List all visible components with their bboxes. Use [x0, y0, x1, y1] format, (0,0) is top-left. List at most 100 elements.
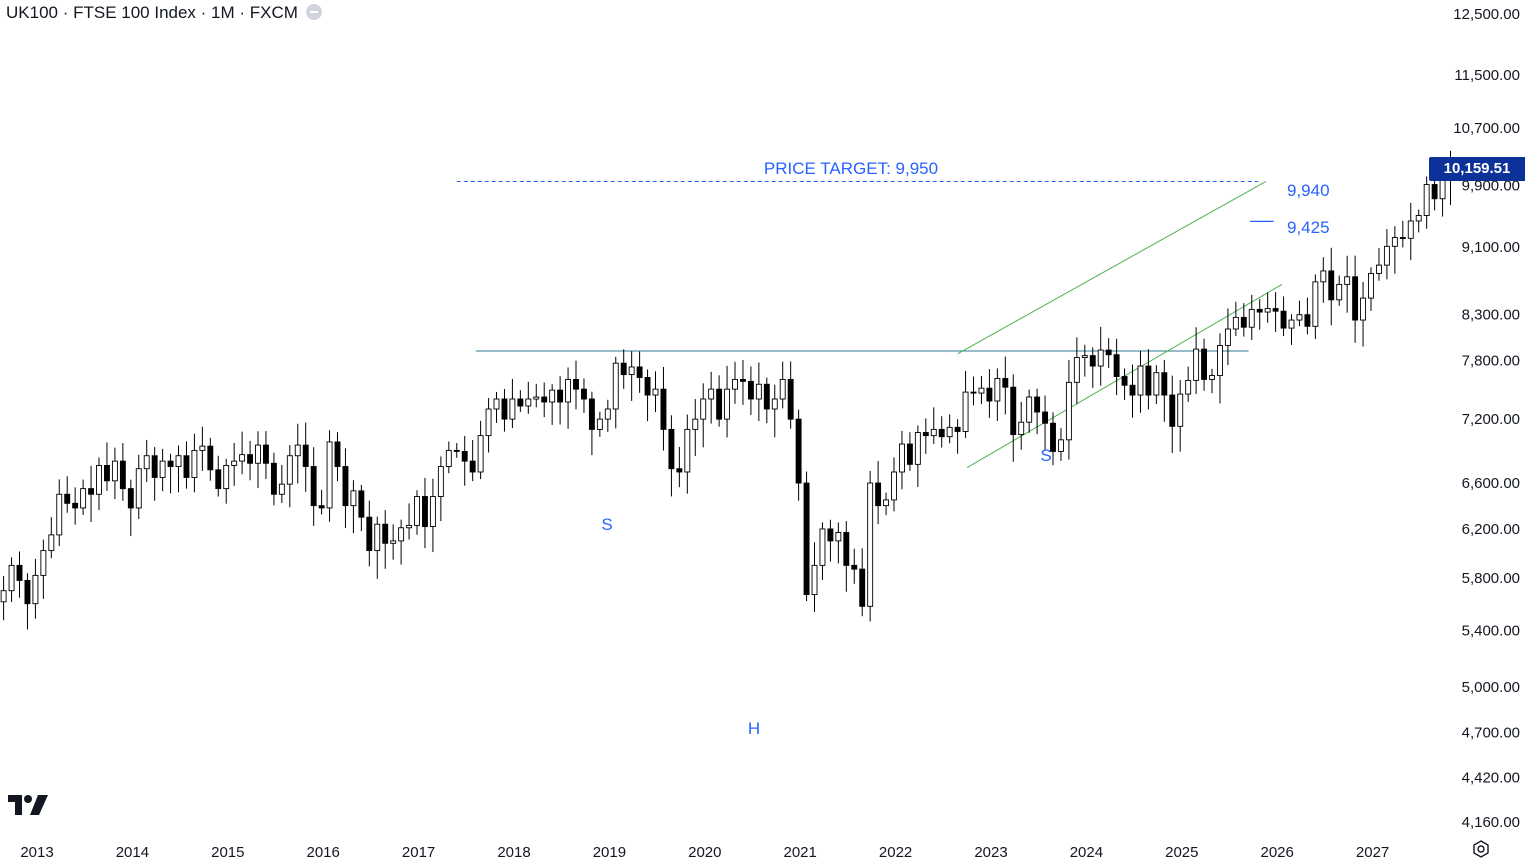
candle-body — [1105, 349, 1112, 356]
y-tick-label: 9,900.00 — [1462, 177, 1520, 194]
candle-body — [612, 362, 619, 410]
candle-body — [1328, 270, 1335, 301]
candle-body — [366, 516, 373, 552]
candle-body — [1153, 372, 1160, 396]
candle-body — [795, 418, 802, 484]
candle-body — [119, 460, 126, 490]
candle-body — [883, 499, 890, 507]
candle-body — [64, 493, 71, 504]
candle-body — [422, 496, 428, 528]
candle-body — [628, 366, 635, 376]
candle-body — [350, 490, 357, 507]
candle-body — [843, 532, 850, 566]
candle-body — [135, 468, 142, 509]
x-tick-label: 2013 — [20, 844, 53, 861]
candle-body — [978, 387, 985, 394]
candle-body — [437, 466, 444, 497]
candle-body — [1280, 310, 1287, 329]
candle-body — [875, 482, 882, 507]
x-tick-label: 2025 — [1165, 844, 1198, 861]
y-tick-label: 9,100.00 — [1462, 239, 1520, 256]
last-price-badge: 10,159.51 — [1429, 157, 1525, 181]
candle-body — [1201, 348, 1208, 380]
candle-body — [215, 469, 222, 490]
candle-body — [1399, 237, 1406, 239]
candle-body — [525, 398, 532, 407]
candle-body — [1439, 177, 1446, 200]
x-tick-label: 2026 — [1261, 844, 1294, 861]
candle-body — [469, 460, 476, 473]
x-axis: 2013 2014 2015 2016 2017 2018 2019 2020 2021 2022… — [20, 844, 1389, 861]
candle-body — [445, 449, 452, 467]
candle-body — [581, 388, 587, 400]
x-tick-label: 2016 — [307, 844, 340, 861]
candle-body — [906, 443, 913, 465]
title-text: UK100 · FTSE 100 Index · 1M · FXCM — [6, 3, 298, 22]
candle-body — [143, 455, 150, 470]
left-shoulder-label: S — [601, 515, 612, 534]
candle-body — [604, 408, 611, 420]
collapse-icon[interactable] — [305, 4, 322, 20]
candle-body — [1415, 215, 1422, 222]
candle-body — [859, 568, 866, 607]
candle-body — [946, 426, 953, 438]
candle-body — [382, 523, 389, 544]
candle-body — [175, 455, 182, 467]
tradingview-logo-icon[interactable] — [8, 795, 48, 815]
x-tick-label: 2014 — [116, 844, 149, 861]
candle-body — [96, 464, 102, 495]
candle-body — [930, 428, 937, 437]
level-9940-label: 9,940 — [1287, 181, 1330, 200]
candle-body — [1193, 348, 1200, 381]
candle-body — [461, 451, 468, 462]
candle-body — [747, 380, 754, 400]
candle-body — [1058, 439, 1064, 452]
candle-body — [851, 564, 858, 570]
candle-body — [334, 441, 341, 467]
settings-icon[interactable] — [1472, 840, 1490, 858]
candle-body — [1296, 314, 1303, 321]
x-tick-label: 2023 — [974, 844, 1007, 861]
candle-body — [732, 378, 738, 390]
candle-body — [398, 527, 405, 542]
candle-body — [811, 564, 818, 596]
candle-body — [16, 564, 23, 581]
candle-body — [533, 396, 540, 400]
candle-body — [1010, 386, 1017, 436]
candle-body — [771, 398, 778, 410]
y-tick-label: 5,800.00 — [1462, 570, 1520, 587]
candle-body — [1304, 314, 1311, 327]
candle-body — [1217, 344, 1223, 377]
candle-body — [406, 524, 413, 529]
candle-body — [867, 482, 874, 607]
candle-body — [191, 449, 198, 478]
candle-body — [501, 398, 508, 420]
candle-body — [891, 471, 897, 501]
candle-body — [549, 389, 556, 403]
candle-body — [294, 444, 301, 457]
candle-body — [1145, 365, 1152, 396]
candle-body — [111, 460, 118, 482]
candle-body — [24, 580, 31, 605]
candle-body — [835, 532, 842, 542]
candle-body — [962, 391, 969, 432]
candle-body — [1423, 184, 1430, 216]
candle-body — [32, 574, 39, 605]
candle-body — [652, 388, 659, 396]
annotations: PRICE TARGET: 9,950 9,940 9,425 S H S — [601, 159, 1329, 738]
candle-body — [40, 550, 47, 576]
x-tick-label: 2018 — [497, 844, 530, 861]
candle-body — [453, 449, 460, 452]
candle-body — [914, 432, 921, 465]
candle-body — [1264, 308, 1271, 313]
x-tick-label: 2027 — [1356, 844, 1389, 861]
candle-body — [263, 444, 269, 464]
candle-body — [588, 398, 595, 430]
candle-body — [72, 502, 79, 509]
candle-body — [716, 388, 723, 420]
candle-body — [270, 462, 277, 495]
candle-body — [207, 445, 214, 471]
candle-body — [819, 528, 826, 566]
y-tick-label: 4,700.00 — [1462, 724, 1520, 741]
